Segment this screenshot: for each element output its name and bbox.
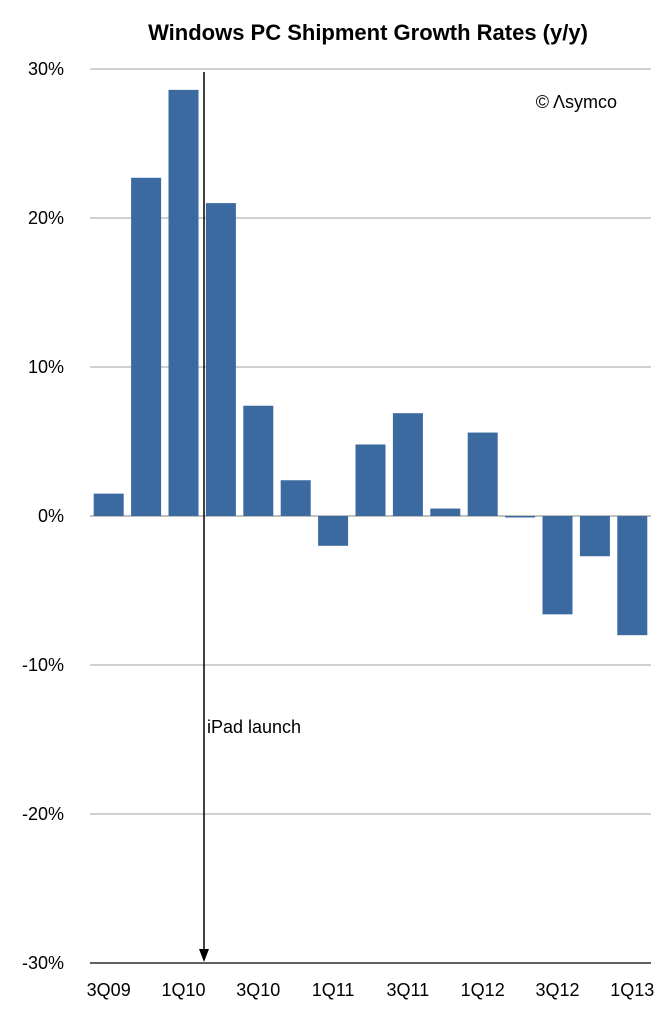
- copyright-watermark: © Λsymco: [536, 92, 617, 112]
- x-tick-label: 1Q13: [610, 980, 654, 1000]
- axis-layer: 30% 20% 10% 0% -10% -20% -30% 3Q09 1Q10 3Q10 1Q11 3…: [22, 59, 654, 1000]
- bar-1Q12: [467, 432, 498, 516]
- y-tick-label: 0%: [38, 506, 64, 526]
- x-tick-label: 1Q11: [312, 980, 355, 1000]
- ipad-launch-arrowhead: [199, 949, 209, 962]
- bar-1Q10: [168, 89, 199, 517]
- bar-4Q10: [280, 480, 311, 516]
- bar-3Q11: [392, 413, 423, 516]
- bar-3Q12: [542, 516, 573, 615]
- y-tick-label: -20%: [22, 804, 64, 824]
- y-tick-label: 30%: [28, 59, 64, 79]
- x-tick-label: 3Q11: [387, 980, 430, 1000]
- bar-layer: [93, 89, 648, 636]
- bar-2Q10: [205, 203, 236, 516]
- annotation-layer: iPad launch: [199, 72, 301, 962]
- bar-3Q09: [93, 493, 124, 516]
- y-tick-label: -10%: [22, 655, 64, 675]
- ipad-launch-label: iPad launch: [207, 717, 301, 737]
- bar-2Q11: [355, 444, 386, 516]
- y-tick-label: 10%: [28, 357, 64, 377]
- x-tick-label: 3Q10: [236, 980, 280, 1000]
- x-tick-label: 1Q12: [461, 980, 505, 1000]
- y-tick-label: -30%: [22, 953, 64, 973]
- x-tick-label: 1Q10: [161, 980, 205, 1000]
- bar-1Q13: [617, 516, 648, 636]
- bar-2Q12: [505, 516, 536, 518]
- x-tick-label: 3Q12: [535, 980, 579, 1000]
- bar-4Q11: [430, 508, 461, 516]
- bar-1Q11: [318, 516, 349, 546]
- bar-3Q10: [243, 405, 274, 516]
- chart-title: Windows PC Shipment Growth Rates (y/y): [148, 20, 588, 45]
- bar-4Q09: [131, 177, 162, 516]
- y-tick-label: 20%: [28, 208, 64, 228]
- x-tick-label: 3Q09: [87, 980, 131, 1000]
- bar-4Q12: [579, 516, 610, 557]
